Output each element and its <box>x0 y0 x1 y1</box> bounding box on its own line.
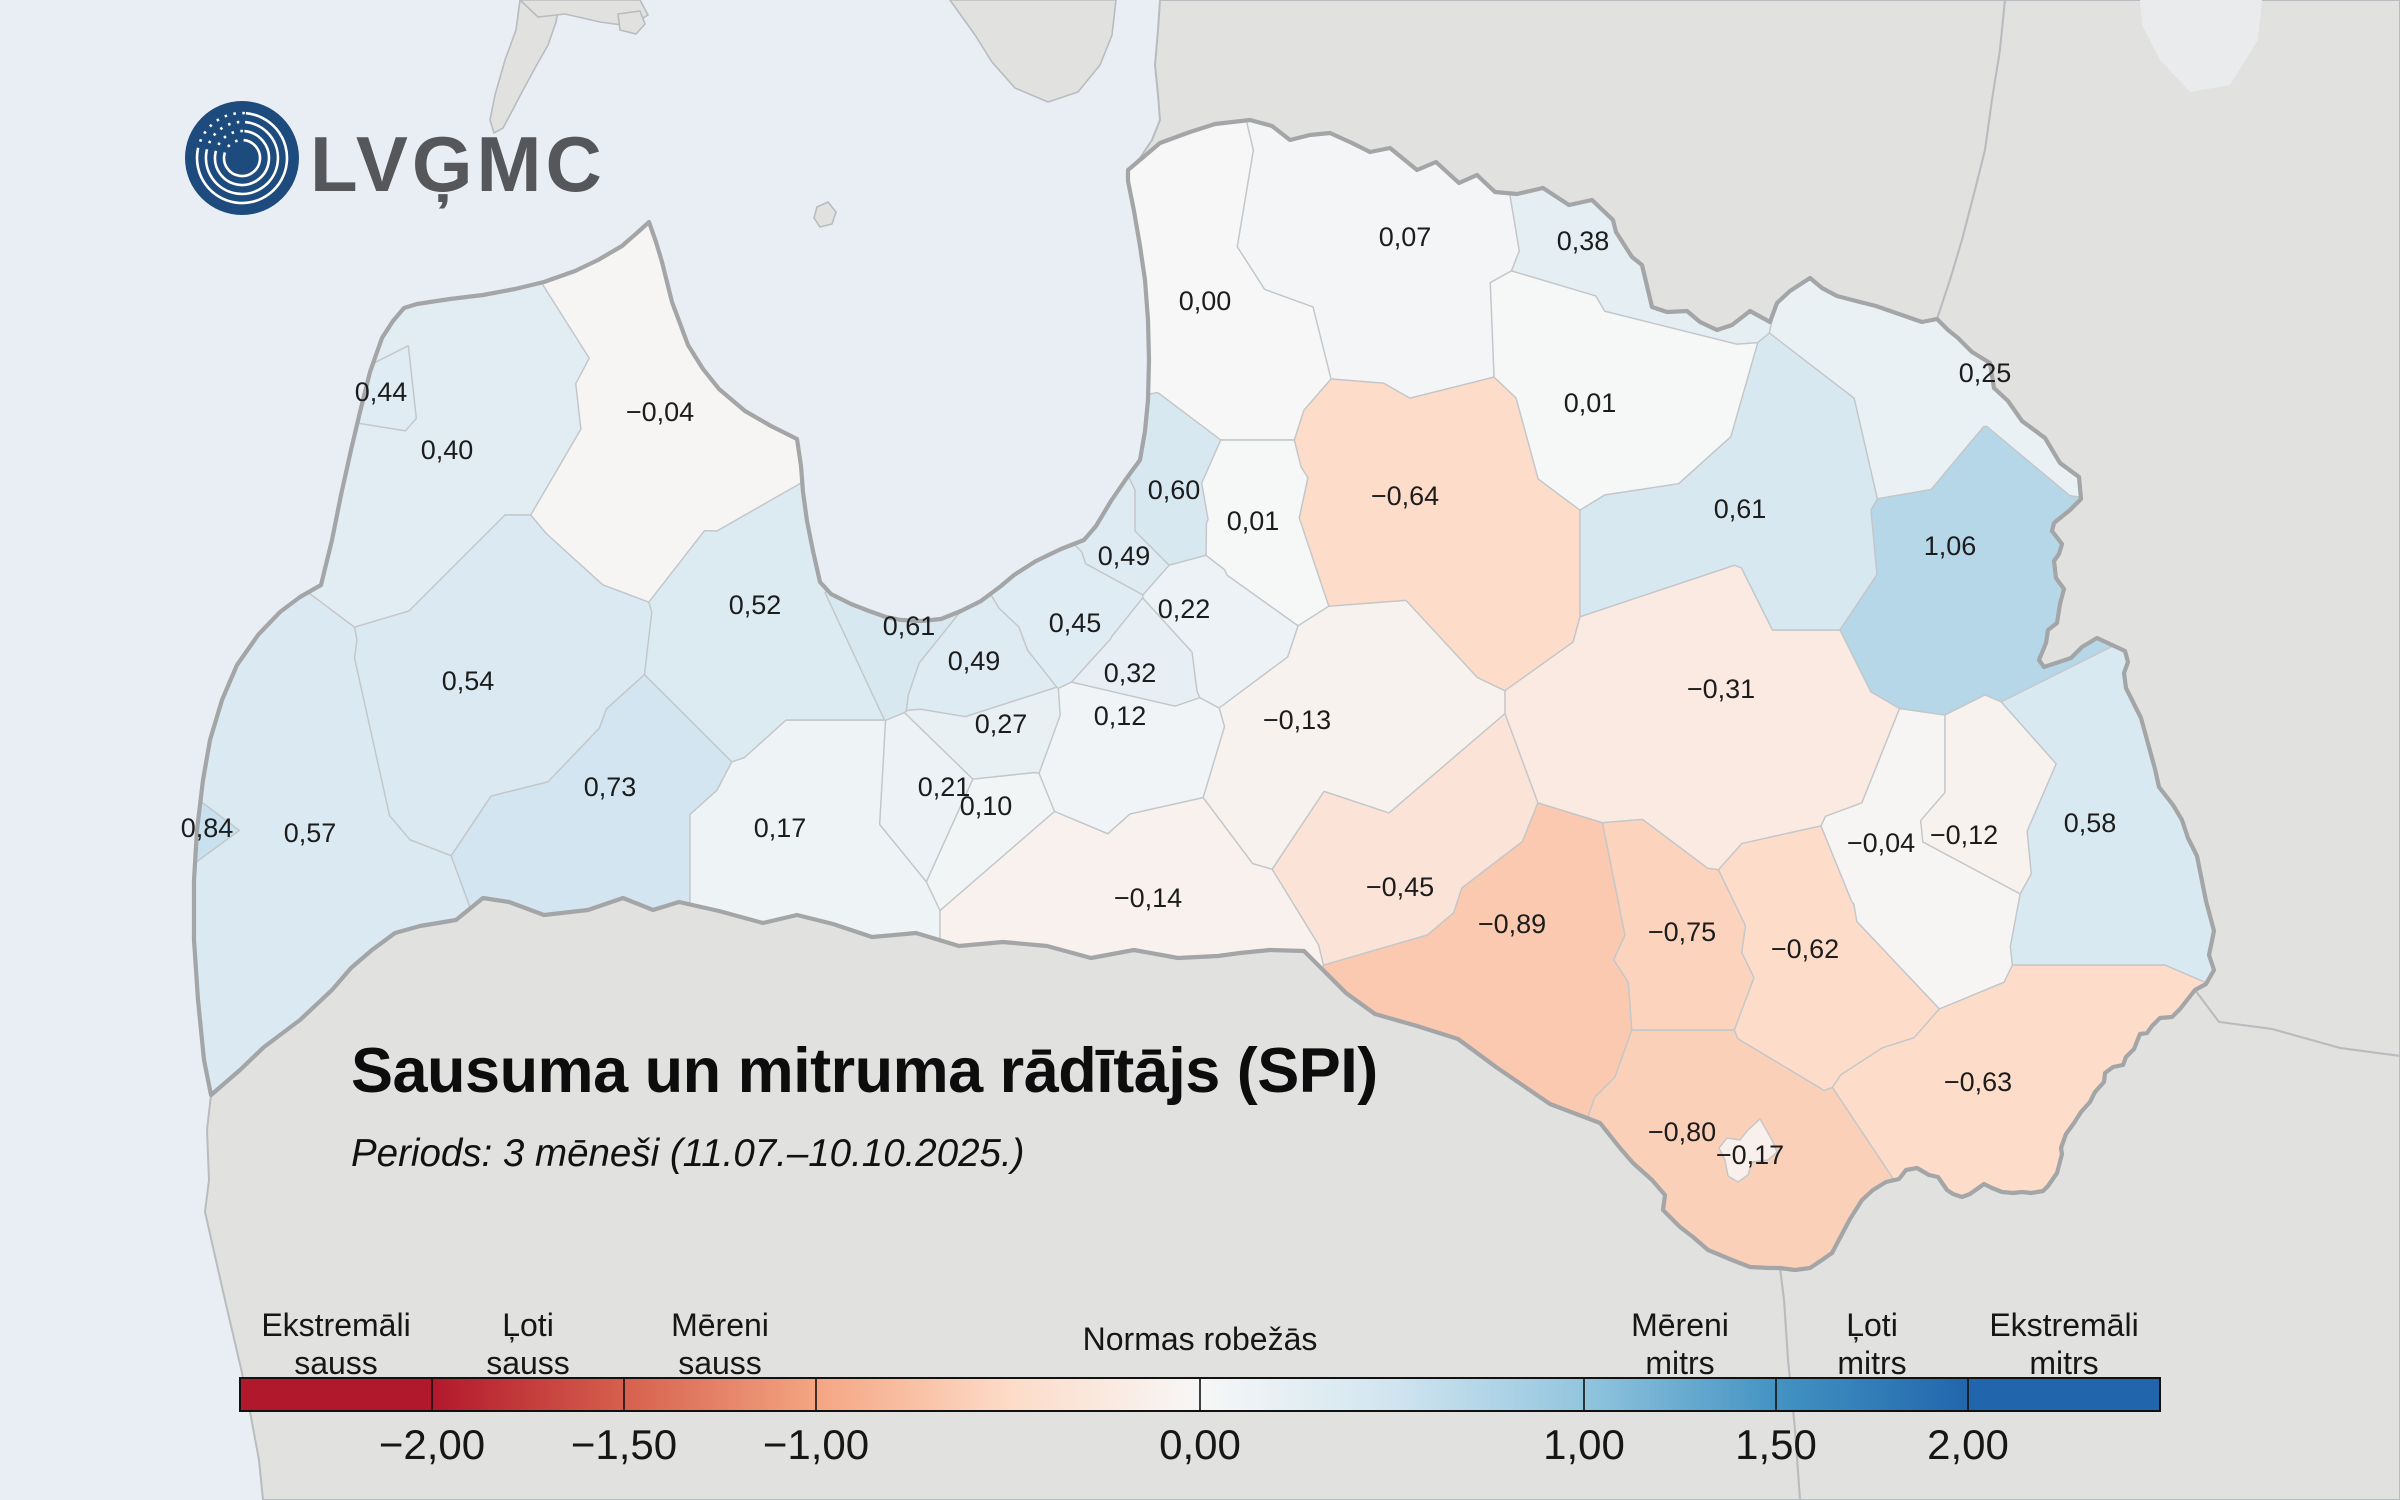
svg-text:−0,14: −0,14 <box>1114 883 1182 913</box>
svg-text:0,22: 0,22 <box>1158 594 1211 624</box>
svg-text:sauss: sauss <box>486 1345 570 1381</box>
svg-text:Ekstremāli: Ekstremāli <box>261 1307 410 1343</box>
svg-text:−0,13: −0,13 <box>1263 705 1331 735</box>
svg-text:−0,89: −0,89 <box>1478 909 1546 939</box>
svg-text:−0,12: −0,12 <box>1930 820 1998 850</box>
svg-text:0,07: 0,07 <box>1379 222 1432 252</box>
svg-text:0,58: 0,58 <box>2064 808 2117 838</box>
svg-text:Mēreni: Mēreni <box>671 1307 769 1343</box>
svg-text:−0,45: −0,45 <box>1366 872 1434 902</box>
svg-text:0,54: 0,54 <box>442 666 495 696</box>
svg-text:sauss: sauss <box>678 1345 762 1381</box>
svg-text:0,10: 0,10 <box>960 791 1013 821</box>
svg-text:Ļoti: Ļoti <box>502 1307 554 1343</box>
svg-text:−0,04: −0,04 <box>1847 828 1915 858</box>
svg-text:0,40: 0,40 <box>421 435 474 465</box>
svg-text:−0,62: −0,62 <box>1771 934 1839 964</box>
svg-text:0,12: 0,12 <box>1094 701 1147 731</box>
svg-text:0,61: 0,61 <box>883 611 936 641</box>
svg-text:−0,31: −0,31 <box>1687 674 1755 704</box>
svg-text:0,38: 0,38 <box>1557 226 1610 256</box>
svg-text:−0,17: −0,17 <box>1716 1140 1784 1170</box>
svg-text:0,01: 0,01 <box>1564 388 1617 418</box>
svg-text:sauss: sauss <box>294 1345 378 1381</box>
svg-text:Periods: 3 mēneši (11.07.–10.1: Periods: 3 mēneši (11.07.–10.10.2025.) <box>351 1132 1024 1175</box>
svg-text:0,00: 0,00 <box>1159 1421 1241 1468</box>
svg-text:Ļoti: Ļoti <box>1846 1307 1898 1343</box>
svg-text:Sausuma un mitruma rādītājs (S: Sausuma un mitruma rādītājs (SPI) <box>351 1036 1378 1106</box>
svg-text:Ekstremāli: Ekstremāli <box>1989 1307 2138 1343</box>
svg-text:1,50: 1,50 <box>1735 1421 1817 1468</box>
svg-text:0,52: 0,52 <box>729 590 782 620</box>
svg-text:0,45: 0,45 <box>1049 608 1102 638</box>
svg-text:−1,00: −1,00 <box>763 1421 869 1468</box>
svg-text:0,49: 0,49 <box>948 646 1001 676</box>
svg-text:−0,80: −0,80 <box>1648 1117 1716 1147</box>
svg-text:mitrs: mitrs <box>2029 1345 2098 1381</box>
svg-text:−2,00: −2,00 <box>379 1421 485 1468</box>
svg-text:Mēreni: Mēreni <box>1631 1307 1729 1343</box>
svg-text:0,27: 0,27 <box>975 709 1028 739</box>
svg-text:0,61: 0,61 <box>1714 494 1767 524</box>
svg-text:0,49: 0,49 <box>1098 541 1151 571</box>
svg-text:0,73: 0,73 <box>584 772 637 802</box>
svg-text:0,84: 0,84 <box>181 813 234 843</box>
svg-text:Normas robežās: Normas robežās <box>1083 1321 1318 1357</box>
svg-text:LVĢMC: LVĢMC <box>310 120 606 209</box>
svg-text:1,06: 1,06 <box>1924 531 1977 561</box>
svg-text:−0,75: −0,75 <box>1648 917 1716 947</box>
svg-text:−0,64: −0,64 <box>1371 481 1439 511</box>
svg-text:0,25: 0,25 <box>1959 358 2012 388</box>
svg-text:0,17: 0,17 <box>754 813 807 843</box>
svg-text:0,32: 0,32 <box>1104 658 1157 688</box>
svg-text:mitrs: mitrs <box>1645 1345 1714 1381</box>
svg-text:0,01: 0,01 <box>1227 506 1280 536</box>
svg-text:−1,50: −1,50 <box>571 1421 677 1468</box>
svg-text:0,44: 0,44 <box>355 377 408 407</box>
svg-text:mitrs: mitrs <box>1837 1345 1906 1381</box>
svg-text:0,60: 0,60 <box>1148 475 1201 505</box>
svg-text:0,00: 0,00 <box>1179 286 1232 316</box>
svg-text:0,57: 0,57 <box>284 818 337 848</box>
svg-text:2,00: 2,00 <box>1927 1421 2009 1468</box>
svg-text:1,00: 1,00 <box>1543 1421 1625 1468</box>
svg-text:−0,04: −0,04 <box>626 397 694 427</box>
svg-text:−0,63: −0,63 <box>1944 1067 2012 1097</box>
svg-text:0,21: 0,21 <box>918 772 971 802</box>
